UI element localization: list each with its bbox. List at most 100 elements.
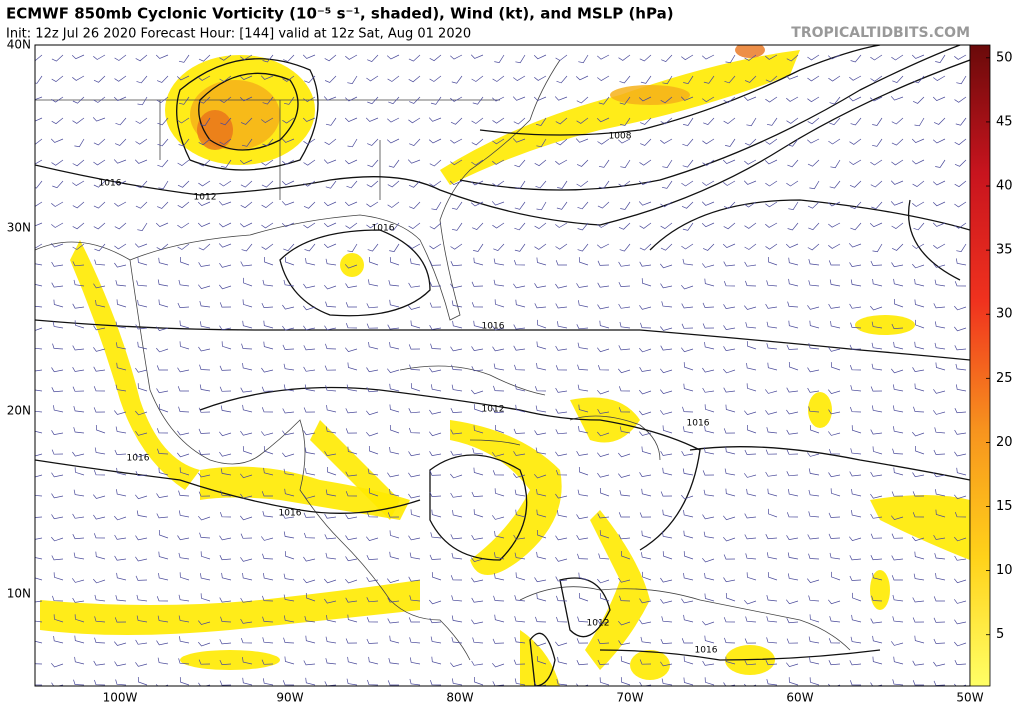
wind-barb <box>556 75 568 84</box>
wind-barb <box>429 431 442 437</box>
wind-barb <box>515 54 526 64</box>
wind-barb <box>52 595 64 602</box>
wind-barb <box>933 410 946 415</box>
wind-barb <box>786 54 799 62</box>
wind-barb <box>639 512 652 518</box>
wind-barb <box>515 509 526 518</box>
wind-barb <box>324 513 337 519</box>
wind-barb <box>430 343 442 350</box>
wind-barb <box>787 301 799 308</box>
wind-barb <box>135 556 148 562</box>
wind-barb <box>932 180 946 186</box>
wind-barb <box>576 117 589 124</box>
wind-barb <box>114 617 127 623</box>
wind-barb <box>599 593 610 602</box>
wind-barb <box>177 367 190 373</box>
wind-barb <box>618 345 631 351</box>
wind-barb <box>576 451 589 456</box>
wind-barb <box>660 577 673 583</box>
wind-barb <box>261 243 274 250</box>
wind-barb <box>807 367 820 373</box>
wind-barb <box>870 618 883 624</box>
watermark: TROPICALTIDBITS.COM <box>791 25 970 41</box>
wind-barb <box>597 659 610 665</box>
wind-barb <box>809 677 820 686</box>
wind-barb <box>954 222 967 229</box>
wind-barb <box>114 555 127 561</box>
wind-barb <box>890 180 904 185</box>
wind-barb <box>766 679 778 686</box>
wind-barb <box>346 384 358 392</box>
wind-barb <box>157 138 169 147</box>
wind-barb <box>513 324 526 330</box>
wind-barb <box>891 138 904 146</box>
wind-barb <box>471 346 484 351</box>
wind-barb <box>766 280 778 287</box>
wind-barb <box>534 473 547 479</box>
wind-barb <box>472 448 484 455</box>
wind-barb <box>495 424 505 434</box>
wind-barb <box>577 222 589 231</box>
wind-barb <box>409 96 421 104</box>
wind-barb <box>51 222 64 228</box>
wind-barb <box>429 599 442 605</box>
wind-barb <box>830 488 841 497</box>
wind-barb <box>114 243 127 250</box>
wind-barb <box>704 342 715 350</box>
wind-barb <box>219 511 232 518</box>
wind-barb <box>766 637 778 644</box>
wind-barb <box>179 467 190 476</box>
wind-barb <box>345 347 358 353</box>
wind-barb <box>220 405 232 413</box>
wind-barb <box>116 572 127 581</box>
wind-barb <box>850 117 862 126</box>
wind-barb <box>177 430 190 436</box>
wind-barb <box>325 180 337 189</box>
wind-barb <box>72 117 85 124</box>
wind-barb <box>828 599 841 605</box>
wind-barb <box>912 680 924 686</box>
wind-barb <box>932 96 946 102</box>
wind-barb <box>786 117 799 124</box>
wind-barb <box>807 305 820 310</box>
wind-barb <box>450 243 463 250</box>
colorbar-tick-label: 5 <box>996 627 1004 642</box>
wind-barb <box>578 54 589 64</box>
lon-label: 90W <box>276 691 303 705</box>
wind-barb <box>51 54 64 62</box>
wind-barb <box>765 534 778 540</box>
isobar-label: 1016 <box>687 419 710 429</box>
wind-barb <box>283 279 295 287</box>
wind-barb <box>262 637 274 644</box>
wind-barb <box>450 159 463 166</box>
wind-barb <box>597 75 610 82</box>
wind-barb <box>725 446 736 455</box>
wind-barb <box>323 222 337 228</box>
lon-label: 50W <box>956 691 983 705</box>
wind-barb <box>870 386 883 392</box>
wind-barb <box>555 365 568 371</box>
wind-barb <box>72 180 85 187</box>
wind-barb <box>660 96 673 104</box>
wind-barb <box>262 279 274 287</box>
wind-barb <box>933 638 946 644</box>
wind-barb <box>157 615 169 623</box>
wind-barb <box>325 343 337 350</box>
wind-barb <box>344 264 358 269</box>
wind-barb <box>576 324 589 330</box>
wind-barb <box>639 367 652 372</box>
wind-barb <box>808 636 820 644</box>
wind-barb <box>72 578 85 583</box>
wind-barb <box>892 679 904 686</box>
wind-barb <box>725 656 736 665</box>
wind-barb <box>369 487 379 497</box>
wind-barb <box>451 201 463 210</box>
wind-barb <box>470 201 484 207</box>
isobar-label: 1008 <box>609 132 632 142</box>
wind-barb <box>744 261 757 267</box>
wind-barb <box>282 159 295 165</box>
wind-barb <box>536 362 547 371</box>
wind-barb <box>35 327 43 331</box>
wind-barb <box>93 407 106 413</box>
